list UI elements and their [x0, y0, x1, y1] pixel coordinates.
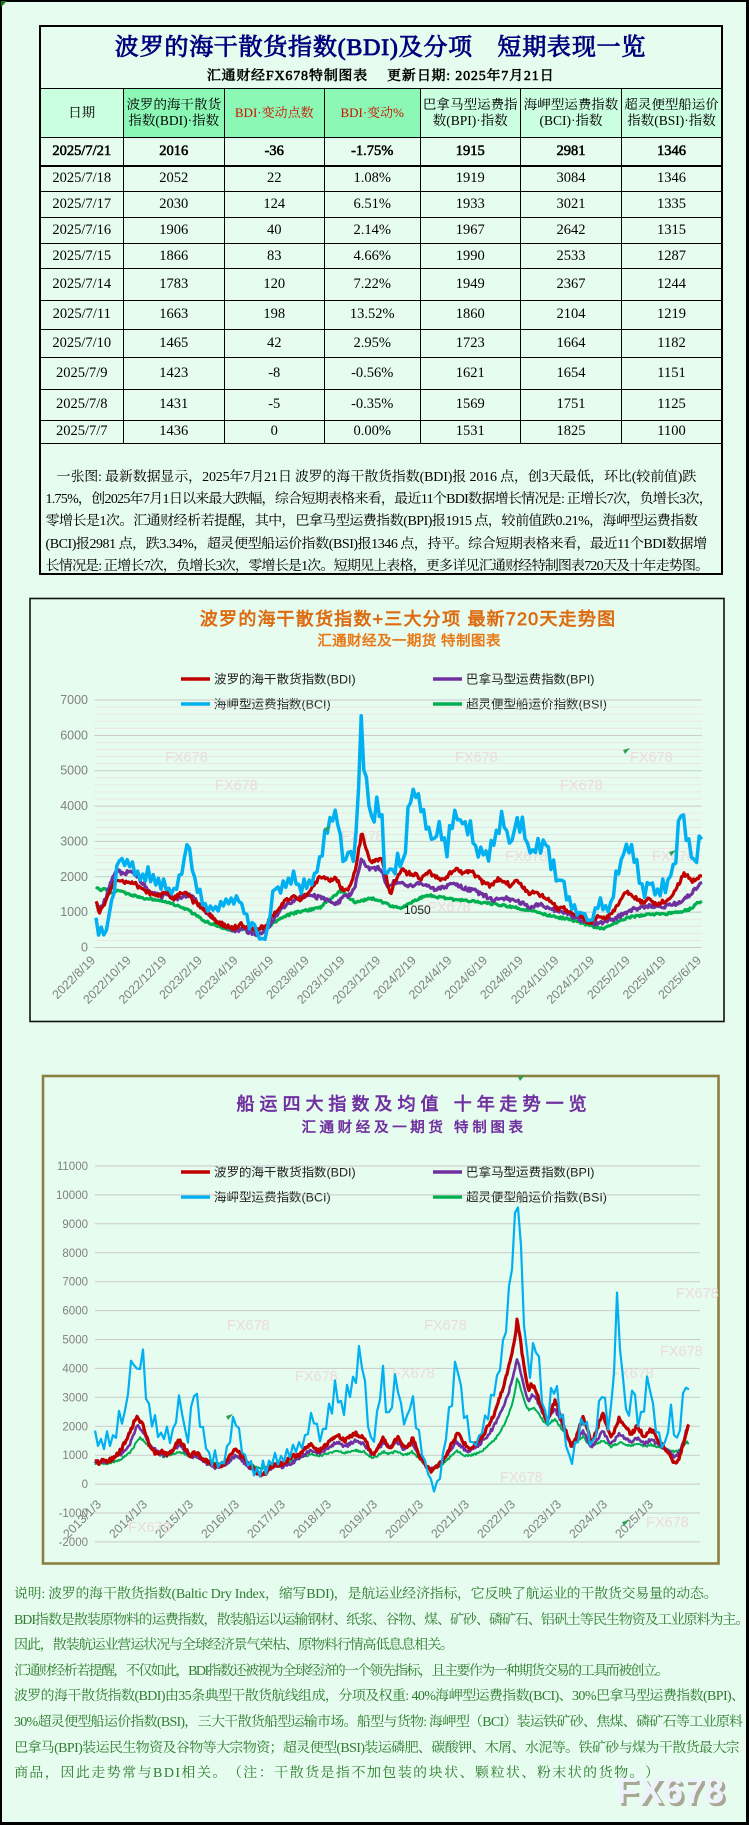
svg-text:2017/1/3: 2017/1/3 — [244, 1497, 288, 1541]
svg-text:巴拿马型运费指数(BPI): 巴拿马型运费指数(BPI) — [466, 673, 594, 687]
svg-text:FX678: FX678 — [500, 1470, 543, 1486]
svg-text:0: 0 — [81, 941, 88, 955]
svg-text:FX678: FX678 — [630, 750, 673, 766]
svg-text:FX678: FX678 — [455, 750, 498, 766]
svg-text:1000: 1000 — [60, 905, 88, 919]
svg-text:5000: 5000 — [62, 1335, 88, 1347]
svg-text:FX678: FX678 — [652, 849, 695, 865]
svg-text:10000: 10000 — [56, 1190, 88, 1202]
svg-text:8000: 8000 — [62, 1248, 88, 1260]
svg-text:FX678: FX678 — [392, 1366, 435, 1382]
svg-text:6000: 6000 — [60, 728, 88, 742]
svg-text:海岬型运费指数(BCI): 海岬型运费指数(BCI) — [214, 1191, 331, 1205]
svg-text:1000: 1000 — [62, 1450, 88, 1462]
svg-text:海岬型运费指数(BCI): 海岬型运费指数(BCI) — [214, 698, 331, 712]
svg-text:FX678: FX678 — [660, 1344, 703, 1360]
svg-text:2024/1/3: 2024/1/3 — [566, 1497, 610, 1541]
svg-text:4000: 4000 — [62, 1363, 88, 1375]
svg-text:FX678: FX678 — [227, 1318, 270, 1334]
svg-text:7000: 7000 — [60, 693, 88, 707]
svg-text:1050: 1050 — [404, 903, 431, 917]
svg-text:波罗的海干散货指数(BDI): 波罗的海干散货指数(BDI) — [214, 1166, 356, 1180]
svg-text:2022/1/3: 2022/1/3 — [474, 1497, 518, 1541]
svg-text:汇通财经及一期货 特制图表: 汇通财经及一期货 特制图表 — [317, 633, 500, 650]
svg-text:11000: 11000 — [57, 1161, 88, 1173]
svg-text:FX678: FX678 — [676, 1286, 719, 1302]
svg-text:3000: 3000 — [60, 834, 88, 848]
svg-text:2019/1/3: 2019/1/3 — [336, 1497, 380, 1541]
svg-text:2021/1/3: 2021/1/3 — [428, 1497, 472, 1541]
svg-text:-2000: -2000 — [59, 1537, 88, 1549]
svg-text:FX678: FX678 — [424, 1318, 467, 1334]
svg-text:2000: 2000 — [60, 870, 88, 884]
svg-text:0: 0 — [82, 1479, 88, 1491]
svg-text:巴拿马型运费指数(BPI): 巴拿马型运费指数(BPI) — [466, 1166, 594, 1180]
svg-text:FX678: FX678 — [560, 778, 603, 794]
svg-text:波罗的海干散货指数(BDI): 波罗的海干散货指数(BDI) — [214, 673, 356, 687]
svg-text:波罗的海干散货指数+三大分项 最新720天走势图: 波罗的海干散货指数+三大分项 最新720天走势图 — [200, 609, 616, 629]
svg-text:9000: 9000 — [62, 1219, 88, 1231]
svg-text:3000: 3000 — [62, 1392, 88, 1404]
svg-text:2018/1/3: 2018/1/3 — [290, 1497, 334, 1541]
svg-text:超灵便型船运价指数(BSI): 超灵便型船运价指数(BSI) — [466, 698, 607, 712]
svg-text:6000: 6000 — [62, 1306, 88, 1318]
svg-text:FX678: FX678 — [128, 1520, 171, 1536]
svg-text:FX678: FX678 — [428, 900, 471, 916]
svg-text:船运四大指数及均值 十年走势一览: 船运四大指数及均值 十年走势一览 — [236, 1094, 592, 1114]
svg-text:4000: 4000 — [60, 799, 88, 813]
svg-text:7000: 7000 — [62, 1277, 88, 1289]
svg-text:FX678: FX678 — [295, 1369, 338, 1385]
svg-text:2023/1/3: 2023/1/3 — [520, 1497, 564, 1541]
svg-text:FX678: FX678 — [215, 778, 258, 794]
svg-text:-1000: -1000 — [59, 1508, 88, 1520]
svg-text:2016/1/3: 2016/1/3 — [198, 1497, 242, 1541]
svg-text:FX678: FX678 — [165, 750, 208, 766]
svg-text:2020/1/3: 2020/1/3 — [382, 1497, 426, 1541]
svg-text:5000: 5000 — [60, 764, 88, 778]
svg-text:FX678: FX678 — [646, 1515, 689, 1531]
svg-text:2000: 2000 — [62, 1421, 88, 1433]
svg-text:超灵便型船运价指数(BSI): 超灵便型船运价指数(BSI) — [466, 1191, 607, 1205]
svg-text:汇通财经及一期货 特制图表: 汇通财经及一期货 特制图表 — [302, 1119, 527, 1136]
